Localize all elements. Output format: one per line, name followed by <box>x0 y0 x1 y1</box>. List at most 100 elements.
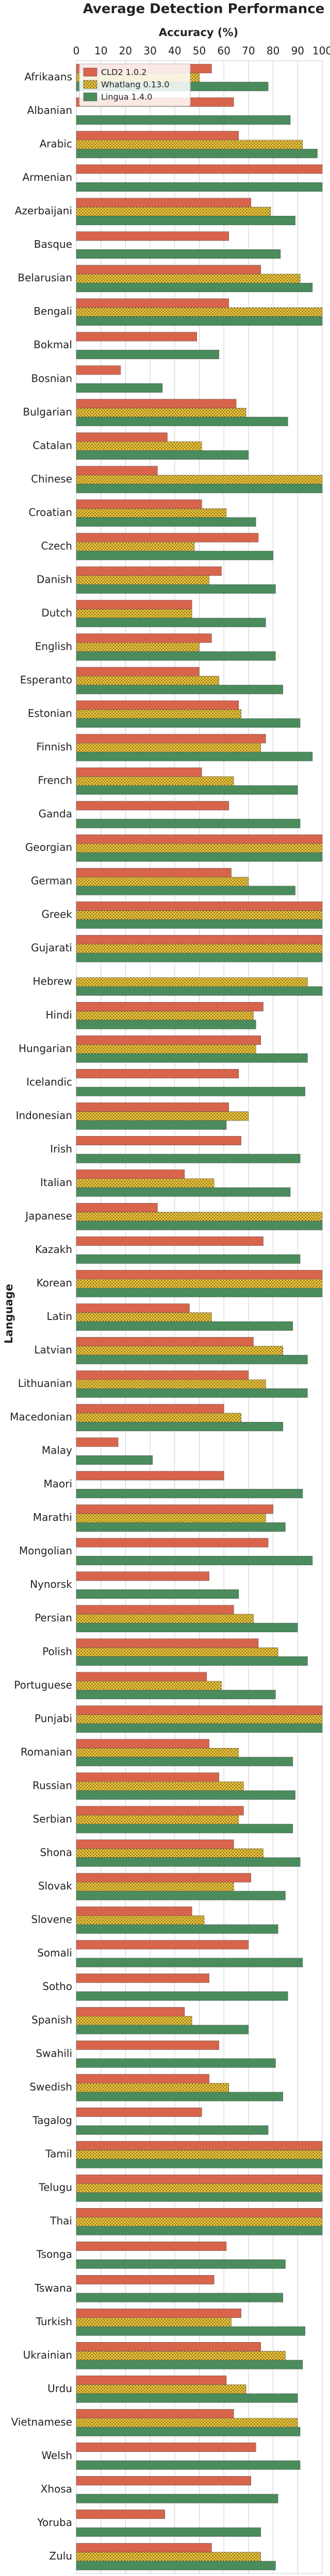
bar <box>76 901 323 911</box>
y-tick-label: Slovene <box>31 1913 72 1925</box>
bar <box>76 1120 227 1130</box>
y-tick-label: Mongolian <box>19 1545 72 1557</box>
y-tick-label: Icelandic <box>26 1076 72 1088</box>
bar <box>76 919 323 929</box>
y-tick-label: Swahili <box>36 2047 72 2060</box>
bar <box>76 2393 298 2403</box>
bar <box>76 1354 308 1364</box>
bar <box>76 1187 291 1197</box>
bar <box>76 718 301 728</box>
bar <box>76 852 323 862</box>
bar <box>76 1437 119 1447</box>
y-tick-label: Bengali <box>34 305 72 317</box>
bar <box>76 215 295 225</box>
bar <box>76 1346 283 1355</box>
y-tick-label: Nynorsk <box>30 1578 72 1590</box>
legend-box <box>79 63 191 107</box>
bar <box>76 935 323 944</box>
bar <box>76 182 323 192</box>
bar <box>76 198 251 208</box>
bar <box>76 350 219 360</box>
bar <box>76 2418 298 2428</box>
bar <box>76 1312 212 1322</box>
bar <box>76 2409 234 2419</box>
bar <box>76 1287 323 1297</box>
y-tick-label: Basque <box>34 238 72 250</box>
bar <box>76 1656 308 1666</box>
bar <box>76 801 229 810</box>
bar <box>76 667 200 676</box>
bar <box>76 1705 323 1715</box>
bar <box>76 1279 323 1289</box>
bar <box>76 1623 298 1633</box>
legend-swatch <box>83 80 97 89</box>
y-axis-label: Language <box>3 1284 15 1344</box>
x-tick-label: 10 <box>94 45 107 57</box>
bar <box>76 834 323 844</box>
bar <box>76 2241 227 2251</box>
y-tick-label: Catalan <box>32 439 72 451</box>
y-tick-label: Czech <box>41 539 72 552</box>
x-axis-label: Accuracy (%) <box>159 26 238 39</box>
bar <box>76 2107 202 2117</box>
y-tick-label: Slovak <box>38 1879 73 1892</box>
bar <box>76 115 291 125</box>
bar <box>76 953 323 962</box>
x-tick-label: 30 <box>143 45 156 57</box>
bar <box>76 2183 323 2193</box>
bar <box>76 2476 251 2486</box>
y-tick-label: English <box>35 640 72 652</box>
bar <box>76 1270 323 1280</box>
y-tick-label: Somali <box>37 1947 72 1959</box>
bar <box>76 651 276 661</box>
bar <box>76 1790 295 1800</box>
bar <box>76 575 209 585</box>
bar <box>76 1513 266 1523</box>
bar <box>76 1991 288 2001</box>
bar <box>76 1571 209 1581</box>
bar <box>76 2174 323 2184</box>
x-tick-label: 60 <box>217 45 230 57</box>
y-tick-label: Italian <box>40 1176 72 1189</box>
y-tick-label: Romanian <box>21 1745 72 1758</box>
bar <box>76 450 249 460</box>
bar <box>76 2561 276 2570</box>
bar <box>76 1388 308 1398</box>
bar <box>76 417 288 427</box>
bar <box>76 1906 192 1916</box>
bar <box>76 886 295 895</box>
y-tick-label: Korean <box>37 1277 72 1289</box>
bar <box>76 1221 323 1230</box>
bar <box>76 2527 261 2537</box>
bar <box>76 2427 301 2436</box>
y-tick-label: Afrikaans <box>24 71 72 83</box>
y-tick-label: Japanese <box>24 1210 72 1222</box>
bar <box>76 685 283 694</box>
x-tick-label: 0 <box>73 45 80 57</box>
bar <box>76 2351 286 2361</box>
x-tick-label: 50 <box>193 45 206 57</box>
bar <box>76 1002 263 1011</box>
y-tick-label: Georgian <box>25 841 72 854</box>
x-tick-label: 80 <box>267 45 279 57</box>
y-tick-label: Azerbaijani <box>15 205 72 217</box>
bar <box>76 316 323 326</box>
bar <box>76 2308 241 2318</box>
y-tick-label: Yoruba <box>37 2516 72 2529</box>
bar <box>76 2317 232 2327</box>
bar <box>76 2275 214 2284</box>
bar <box>76 207 271 216</box>
bar <box>76 1538 269 1548</box>
bar <box>76 743 261 753</box>
bar <box>76 265 261 275</box>
bar <box>76 633 212 643</box>
legend-swatch <box>83 92 97 101</box>
y-tick-label: Tswana <box>34 2282 72 2294</box>
bar <box>76 1489 303 1498</box>
bar <box>76 2007 185 2016</box>
bar <box>76 2092 283 2102</box>
bar <box>76 2040 219 2050</box>
y-tick-label: Zulu <box>49 2550 72 2562</box>
y-tick-label: Macedonian <box>10 1411 72 1423</box>
bar <box>76 1739 209 1749</box>
